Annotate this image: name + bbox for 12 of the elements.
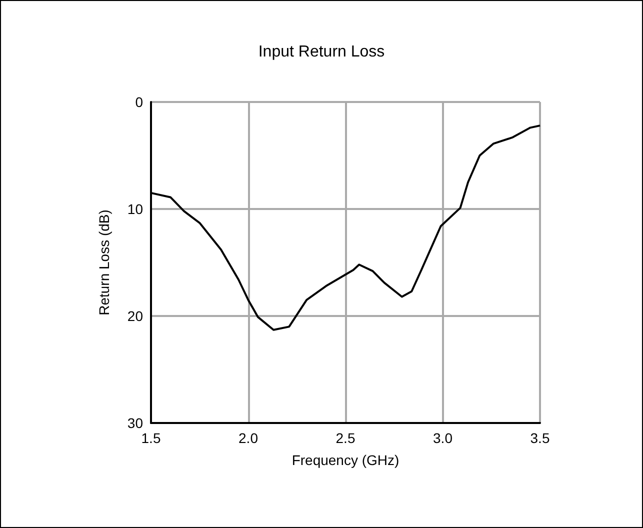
y-axis-title: Return Loss (dB)	[96, 210, 112, 316]
y-tick-label: 10	[127, 201, 144, 217]
y-tick-label: 0	[135, 94, 144, 110]
y-tick-label: 20	[127, 308, 144, 324]
x-tick-label: 3.0	[433, 430, 453, 446]
chart-title: Input Return Loss	[258, 44, 385, 60]
x-axis-title: Frequency (GHz)	[292, 452, 400, 468]
x-tick-label: 2.0	[238, 430, 258, 446]
x-tick-label: 2.5	[336, 430, 356, 446]
y-tick-label: 30	[127, 415, 144, 431]
x-tick-label: 3.5	[530, 430, 550, 446]
x-tick-label: 1.5	[141, 430, 161, 446]
